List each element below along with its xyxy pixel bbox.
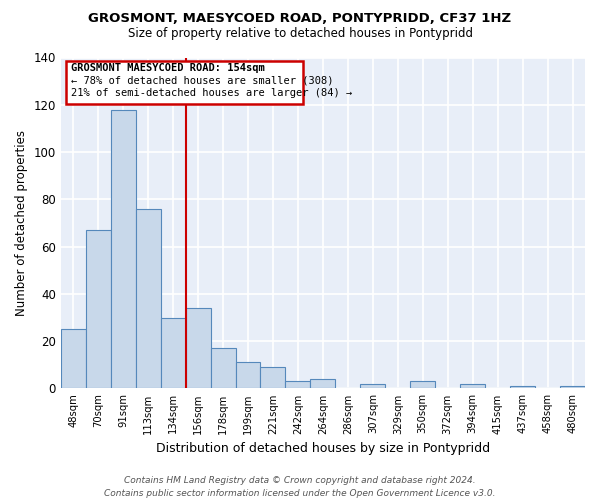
Bar <box>86 230 111 388</box>
Text: GROSMONT, MAESYCOED ROAD, PONTYPRIDD, CF37 1HZ: GROSMONT, MAESYCOED ROAD, PONTYPRIDD, CF… <box>88 12 512 26</box>
Text: ← 78% of detached houses are smaller (308): ← 78% of detached houses are smaller (30… <box>71 75 333 85</box>
Bar <box>260 367 286 388</box>
Bar <box>111 110 136 388</box>
Bar <box>236 362 260 388</box>
Y-axis label: Number of detached properties: Number of detached properties <box>15 130 28 316</box>
Bar <box>185 308 211 388</box>
Bar <box>286 382 310 388</box>
Bar <box>410 382 435 388</box>
Bar <box>61 330 86 388</box>
Bar <box>211 348 236 389</box>
Text: Size of property relative to detached houses in Pontypridd: Size of property relative to detached ho… <box>128 28 473 40</box>
Bar <box>136 209 161 388</box>
Bar <box>361 384 385 388</box>
Text: GROSMONT MAESYCOED ROAD: 154sqm: GROSMONT MAESYCOED ROAD: 154sqm <box>71 64 265 74</box>
Text: Contains HM Land Registry data © Crown copyright and database right 2024.
Contai: Contains HM Land Registry data © Crown c… <box>104 476 496 498</box>
Bar <box>310 379 335 388</box>
Bar <box>510 386 535 388</box>
Bar <box>560 386 585 388</box>
FancyBboxPatch shape <box>66 61 303 104</box>
Text: 21% of semi-detached houses are larger (84) →: 21% of semi-detached houses are larger (… <box>71 88 352 98</box>
Bar <box>161 318 185 388</box>
X-axis label: Distribution of detached houses by size in Pontypridd: Distribution of detached houses by size … <box>156 442 490 455</box>
Bar <box>460 384 485 388</box>
